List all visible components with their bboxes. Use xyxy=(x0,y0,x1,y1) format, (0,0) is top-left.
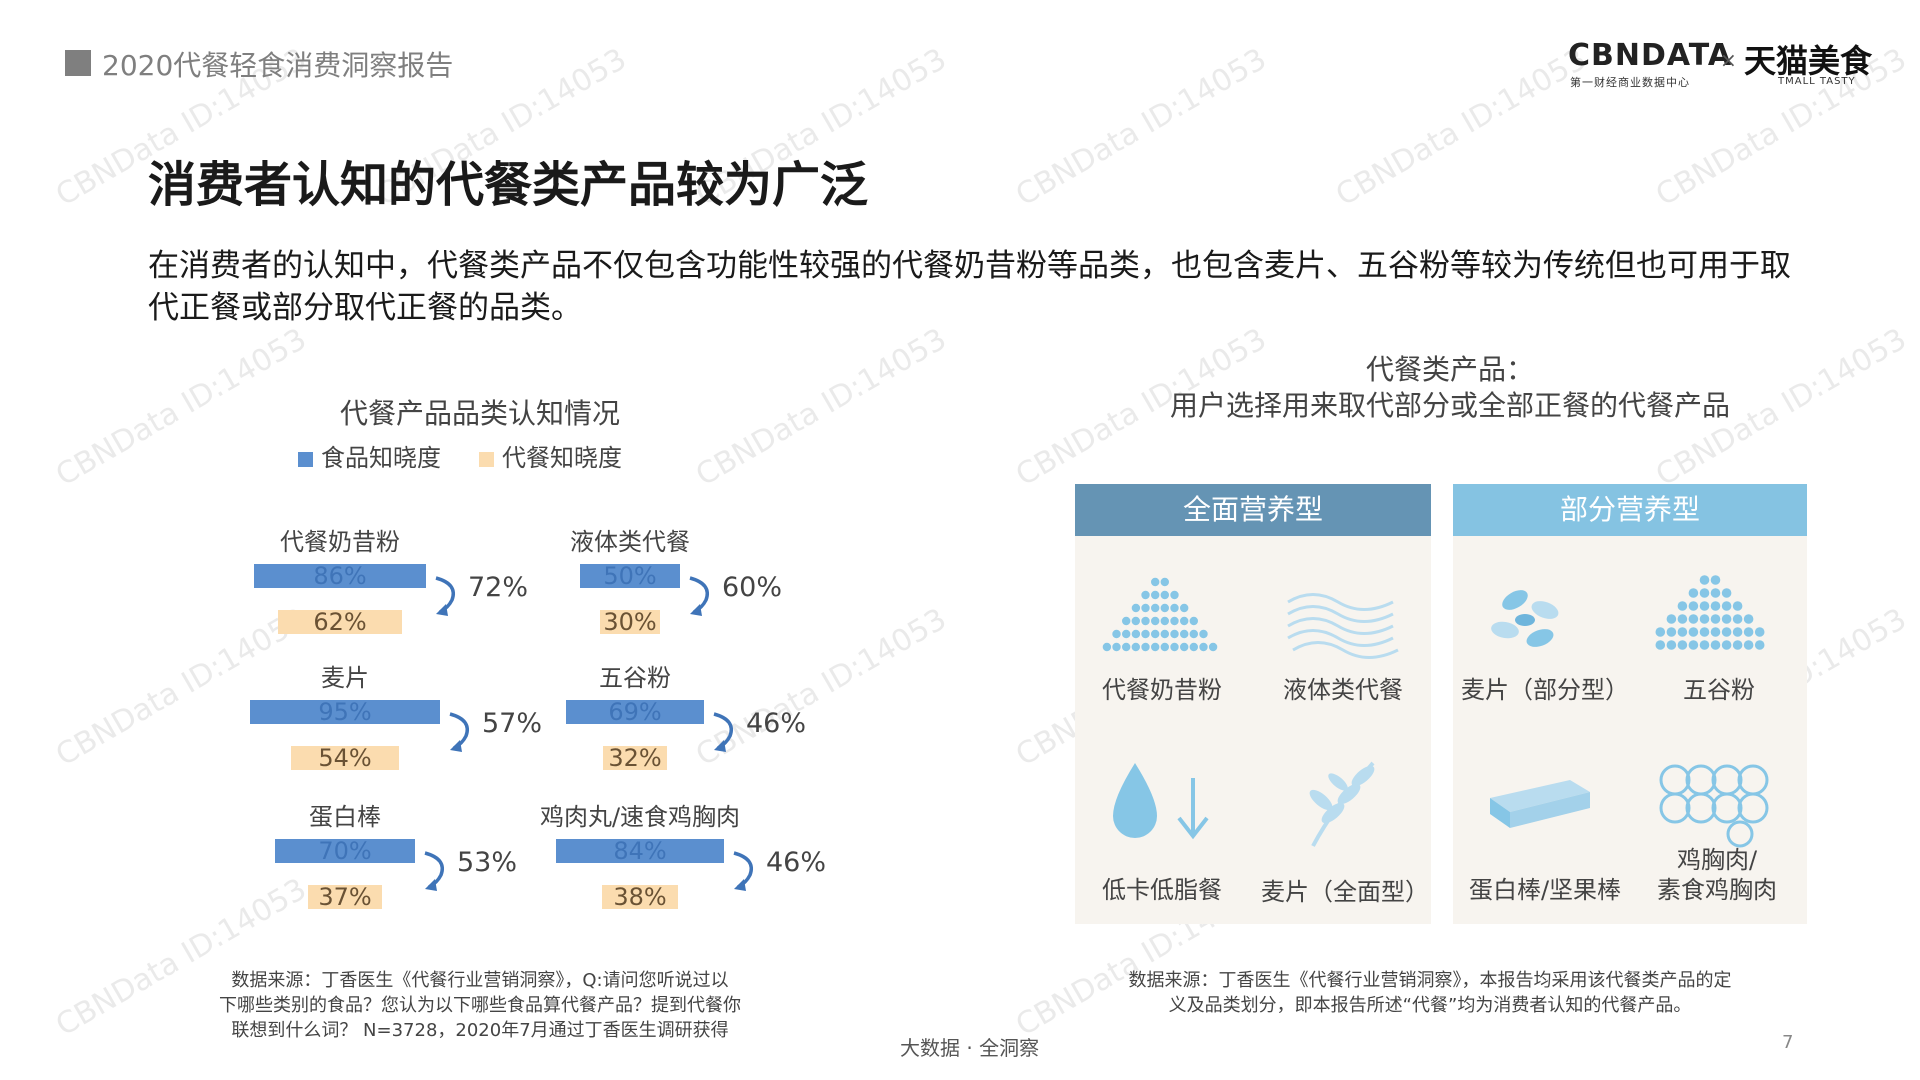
tmall-logo-subtitle: TMALL TASTY xyxy=(1778,76,1856,87)
note-line: 下哪些类别的食品？您认为以下哪些食品算代餐产品？提到代餐你 xyxy=(219,995,741,1016)
oat-flakes-icon xyxy=(1491,590,1559,647)
chart-group: 鸡肉丸/速食鸡胸肉 84% 38% 46% xyxy=(510,797,826,909)
conversion-arrow xyxy=(421,849,451,897)
product-label-shake-powder: 代餐奶昔粉 xyxy=(1102,676,1222,704)
conversion-arrow xyxy=(730,849,760,897)
chicken-balls-icon xyxy=(1659,764,1769,848)
chart-group: 蛋白棒 70% 37% 53% xyxy=(215,797,517,909)
legend-item-food: 食品知晓度 xyxy=(298,438,441,473)
conversion-arrow xyxy=(432,574,462,622)
watermark: CBNData ID:14053 xyxy=(1010,41,1273,214)
legend-item-meal: 代餐知晓度 xyxy=(479,438,622,473)
chart-category-label: 液体类代餐 xyxy=(570,528,690,556)
product-label-oat-partial: 麦片（部分型） xyxy=(1461,676,1629,704)
conversion-arrow-icon xyxy=(435,576,455,616)
conversion-arrow xyxy=(710,710,740,758)
legend-label: 代餐知晓度 xyxy=(502,444,622,472)
watermark: CBNData ID:14053 xyxy=(690,321,953,494)
page-number: 7 xyxy=(1782,1032,1794,1053)
conversion-rate: 53% xyxy=(457,847,518,878)
bar-meal-awareness: 54% xyxy=(291,746,399,770)
product-label-chicken-line1: 鸡胸肉/ xyxy=(1676,846,1758,874)
bar-food-awareness: 95% xyxy=(250,700,440,724)
wheat-leaf-icon xyxy=(1309,761,1375,847)
cbndata-logo: CBNDATA xyxy=(1568,38,1733,73)
chart-category-label: 代餐奶昔粉 xyxy=(280,528,400,556)
tmall-logo: 天猫美食 xyxy=(1744,42,1873,80)
bar-food-awareness: 84% xyxy=(556,839,724,863)
conversion-rate: 60% xyxy=(722,572,783,603)
conversion-arrow-icon xyxy=(733,851,753,891)
left-source-note: 数据来源：丁香医生《代餐行业营销洞察》，Q:请问您听说过以 下哪些类别的食品？您… xyxy=(180,968,780,1043)
product-label-low-cal: 低卡低脂餐 xyxy=(1102,876,1222,904)
product-label-protein-bar: 蛋白棒/坚果棒 xyxy=(1468,876,1622,904)
right-source-note: 数据来源：丁香医生《代餐行业营销洞察》，本报告均采用该代餐类产品的定 义及品类划… xyxy=(1105,968,1755,1018)
footer-slogan: 大数据 · 全洞察 xyxy=(900,1036,1040,1060)
logo-separator: × xyxy=(1720,48,1737,72)
conversion-arrow-icon xyxy=(449,712,469,752)
full-nutrition-header: 全面营养型 xyxy=(1075,484,1431,536)
liquid-waves-icon xyxy=(1287,593,1399,659)
partial-nutrition-panel: 部分营养型 xyxy=(1453,484,1807,924)
bar-meal-awareness: 62% xyxy=(278,610,402,634)
watermark: CBNData ID:14053 xyxy=(1330,41,1593,214)
bar-meal-awareness: 30% xyxy=(600,610,660,634)
bar-food-awareness: 69% xyxy=(566,700,704,724)
bar-meal-awareness: 32% xyxy=(603,746,667,770)
bar-food-awareness: 50% xyxy=(580,564,680,588)
chart-category-label: 蛋白棒 xyxy=(309,803,381,831)
conversion-arrow-icon xyxy=(424,851,444,891)
page-title: 消费者认知的代餐类产品较为广泛 xyxy=(148,157,869,213)
chart-group: 液体类代餐 50% 30% 60% xyxy=(500,522,782,634)
product-label-liquid: 液体类代餐 xyxy=(1283,676,1403,704)
full-nutrition-panel: 全面营养型 xyxy=(1075,484,1431,924)
conversion-arrow-icon xyxy=(689,576,709,616)
product-label-oat-full: 麦片（全面型） xyxy=(1261,878,1429,906)
product-panel-title: 代餐类产品： 用户选择用来取代部分或全部正餐的代餐产品 xyxy=(1130,352,1770,424)
grain-pile-icon xyxy=(1655,575,1765,650)
product-label-chicken-breast: 鸡胸肉/ 素食鸡胸肉 xyxy=(1622,845,1812,905)
product-label-grain-powder: 五谷粉 xyxy=(1683,676,1755,704)
bar-meal-awareness: 37% xyxy=(308,885,382,909)
legend-swatch xyxy=(479,451,494,467)
conversion-rate: 46% xyxy=(766,847,827,878)
conversion-rate: 72% xyxy=(468,572,529,603)
conversion-arrow xyxy=(446,710,476,758)
product-panel-title-line2: 用户选择用来取代部分或全部正餐的代餐产品 xyxy=(1169,389,1730,422)
chart-group: 五谷粉 69% 32% 46% xyxy=(505,658,806,770)
note-line: 联想到什么词？ N=3728，2020年7月通过丁香医生调研获得 xyxy=(231,1020,729,1041)
header-square xyxy=(65,50,91,76)
bar-food-awareness: 70% xyxy=(275,839,415,863)
chart-group: 代餐奶昔粉 86% 62% 72% xyxy=(210,522,528,634)
report-title: 2020代餐轻食消费洞察报告 xyxy=(102,49,454,82)
bar-meal-awareness: 38% xyxy=(602,885,678,909)
chart-category-label: 鸡肉丸/速食鸡胸肉 xyxy=(539,803,741,831)
chart-group: 麦片 95% 54% 57% xyxy=(215,658,542,770)
conversion-arrow xyxy=(686,574,716,622)
cbndata-logo-subtitle: 第一财经商业数据中心 xyxy=(1570,76,1690,89)
conversion-rate: 46% xyxy=(746,708,807,739)
product-label-chicken-line2: 素食鸡胸肉 xyxy=(1657,876,1777,904)
powder-pile-icon xyxy=(1102,577,1218,652)
page-subtitle: 在消费者的认知中，代餐类产品不仅包含功能性较强的代餐奶昔粉等品类，也包含麦片、五… xyxy=(148,248,1791,326)
conversion-rate: 57% xyxy=(482,708,543,739)
bar-food-awareness: 86% xyxy=(254,564,426,588)
note-line: 数据来源：丁香医生《代餐行业营销洞察》，本报告均采用该代餐类产品的定 xyxy=(1128,970,1732,991)
chart-category-label: 麦片 xyxy=(321,664,369,692)
water-drop-arrow-icon xyxy=(1113,763,1209,840)
product-panel-title-line1: 代餐类产品： xyxy=(1365,353,1534,386)
legend-label: 食品知晓度 xyxy=(321,444,441,472)
note-line: 数据来源：丁香医生《代餐行业营销洞察》，Q:请问您听说过以 xyxy=(231,970,729,991)
protein-bar-icon xyxy=(1490,780,1590,828)
partial-nutrition-header: 部分营养型 xyxy=(1453,484,1807,536)
chart-category-label: 五谷粉 xyxy=(599,664,671,692)
conversion-arrow-icon xyxy=(713,712,733,752)
legend-swatch xyxy=(298,451,313,467)
chart-title: 代餐产品品类认知情况 xyxy=(339,397,620,430)
chart-legend: 食品知晓度 代餐知晓度 xyxy=(298,438,622,473)
note-line: 义及品类划分，即本报告所述“代餐”均为消费者认知的代餐产品。 xyxy=(1168,995,1692,1016)
